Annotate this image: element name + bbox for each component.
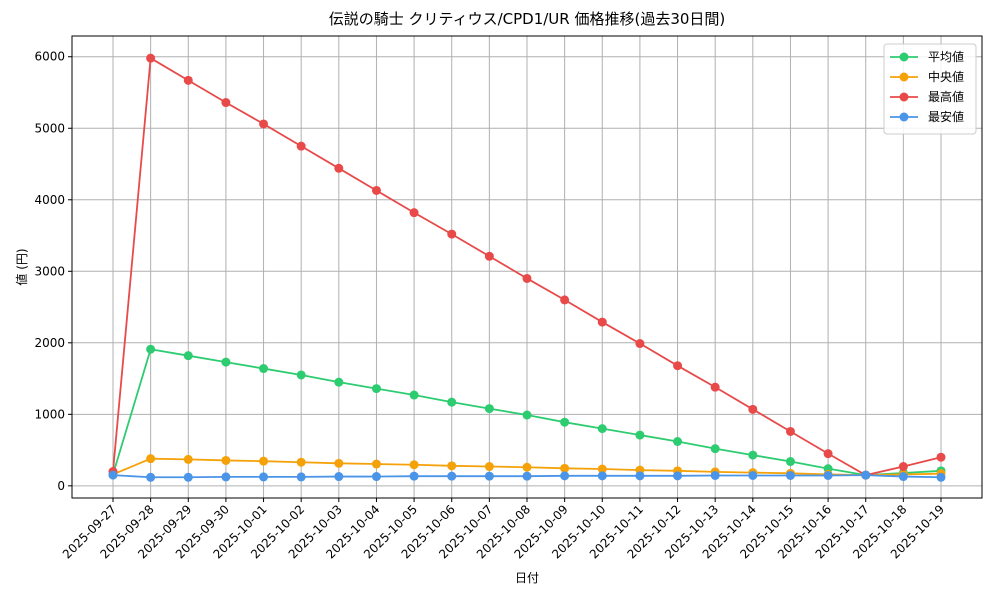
data-point xyxy=(409,460,419,470)
data-point xyxy=(371,472,381,482)
data-point xyxy=(447,471,457,481)
data-point xyxy=(673,471,683,481)
y-tick-label: 6000 xyxy=(34,50,65,64)
y-tick-label: 5000 xyxy=(34,121,65,135)
data-point xyxy=(183,75,193,85)
data-point xyxy=(484,404,494,414)
data-point xyxy=(522,410,532,420)
legend-marker xyxy=(899,72,909,82)
data-point xyxy=(183,454,193,464)
data-point xyxy=(183,472,193,482)
legend-label: 最高値 xyxy=(928,89,964,104)
y-tick-label: 1000 xyxy=(34,407,65,421)
data-point xyxy=(861,470,871,480)
data-point xyxy=(748,470,758,480)
data-point xyxy=(785,426,795,436)
data-point xyxy=(898,472,908,482)
data-point xyxy=(823,470,833,480)
data-point xyxy=(146,454,156,464)
data-point xyxy=(296,141,306,151)
legend-label: 中央値 xyxy=(928,69,964,84)
data-point xyxy=(597,471,607,481)
data-point xyxy=(748,450,758,460)
data-point xyxy=(560,417,570,427)
data-point xyxy=(936,472,946,482)
data-point xyxy=(447,229,457,239)
data-point xyxy=(785,457,795,467)
data-point xyxy=(259,472,269,482)
data-point xyxy=(748,404,758,414)
data-point xyxy=(560,295,570,305)
data-point xyxy=(484,471,494,481)
data-point xyxy=(183,351,193,361)
y-tick-label: 3000 xyxy=(34,264,65,278)
data-point xyxy=(296,472,306,482)
data-point xyxy=(522,273,532,283)
data-point xyxy=(597,424,607,434)
legend-marker xyxy=(899,112,909,122)
legend-label: 最安値 xyxy=(928,109,964,124)
data-point xyxy=(146,344,156,354)
y-axis-label: 値 (円) xyxy=(14,248,29,285)
data-point xyxy=(108,470,118,480)
data-point xyxy=(898,462,908,472)
data-point xyxy=(146,472,156,482)
data-point xyxy=(710,444,720,454)
data-point xyxy=(785,470,795,480)
legend-box xyxy=(883,43,977,135)
x-axis-label: 日付 xyxy=(515,571,539,585)
data-point xyxy=(484,251,494,261)
legend-marker xyxy=(899,92,909,102)
data-point xyxy=(522,462,532,472)
data-point xyxy=(221,98,231,108)
data-point xyxy=(221,455,231,465)
data-point xyxy=(371,185,381,195)
data-point xyxy=(936,452,946,462)
y-tick-label: 2000 xyxy=(34,336,65,350)
data-point xyxy=(259,364,269,374)
data-point xyxy=(560,463,570,473)
data-point xyxy=(635,430,645,440)
data-point xyxy=(560,471,570,481)
data-point xyxy=(296,370,306,380)
data-point xyxy=(823,449,833,459)
data-point xyxy=(484,462,494,472)
data-point xyxy=(597,317,607,327)
data-point xyxy=(371,459,381,469)
data-point xyxy=(371,384,381,394)
data-point xyxy=(635,339,645,349)
data-point xyxy=(334,377,344,387)
data-point xyxy=(635,471,645,481)
data-point xyxy=(447,397,457,407)
chart-title: 伝説の騎士 クリティウス/CPD1/UR 価格推移(過去30日間) xyxy=(329,10,726,28)
legend-marker xyxy=(899,52,909,62)
data-point xyxy=(221,357,231,367)
data-point xyxy=(334,458,344,468)
data-point xyxy=(409,471,419,481)
data-point xyxy=(447,461,457,471)
data-point xyxy=(409,208,419,218)
data-point xyxy=(334,472,344,482)
data-point xyxy=(334,163,344,173)
data-point xyxy=(710,382,720,392)
data-point xyxy=(597,464,607,474)
data-point xyxy=(146,53,156,63)
data-point xyxy=(259,119,269,129)
data-point xyxy=(522,471,532,481)
data-point xyxy=(296,457,306,467)
data-point xyxy=(409,390,419,400)
legend-label: 平均値 xyxy=(928,49,964,64)
data-point xyxy=(259,456,269,466)
axes-frame xyxy=(71,35,983,499)
y-tick-label: 0 xyxy=(57,479,65,493)
y-tick-label: 4000 xyxy=(34,193,65,207)
data-point xyxy=(673,437,683,447)
data-point xyxy=(221,472,231,482)
data-point xyxy=(710,470,720,480)
data-point xyxy=(673,361,683,371)
